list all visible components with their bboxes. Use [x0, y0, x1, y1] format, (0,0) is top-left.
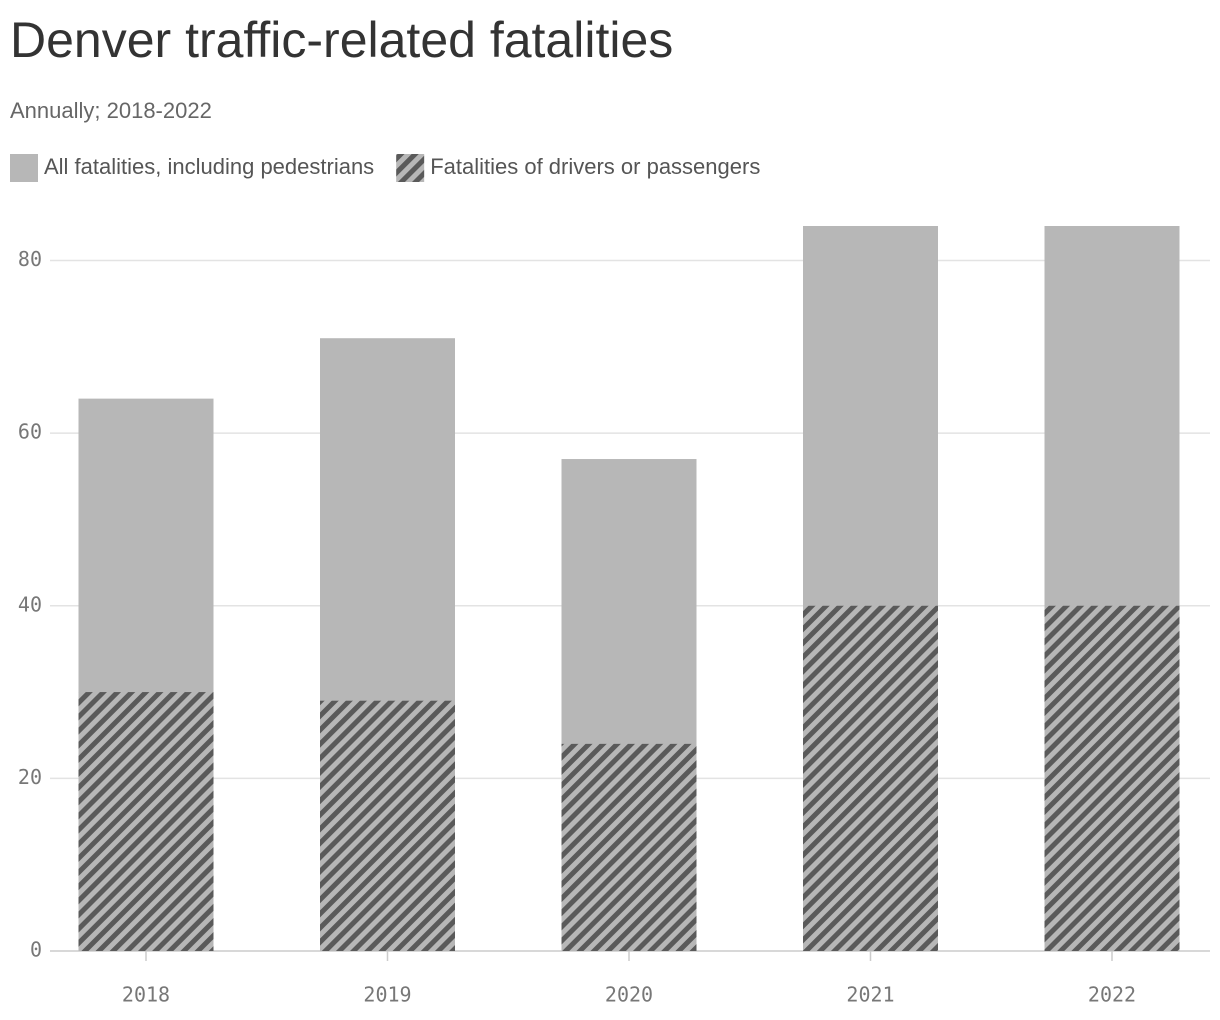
x-tick-label: 2021: [846, 983, 894, 1007]
x-tick-label: 2020: [605, 983, 653, 1007]
legend-label: Fatalities of drivers or passengers: [430, 154, 760, 179]
legend-swatch: [396, 154, 425, 182]
y-tick-label: 20: [18, 765, 42, 789]
bar: [561, 743, 697, 951]
y-tick-label: 40: [18, 592, 42, 616]
y-tick-label: 80: [18, 247, 42, 271]
y-tick-label: 60: [18, 420, 42, 444]
chart-subtitle: Annually; 2018-2022: [10, 98, 212, 123]
legend-swatch: [10, 154, 38, 182]
bar: [1044, 605, 1180, 951]
x-tick-label: 2022: [1088, 983, 1136, 1007]
y-tick-label: 0: [30, 938, 42, 962]
legend-label: All fatalities, including pedestrians: [44, 154, 374, 179]
x-tick-label: 2019: [363, 983, 411, 1007]
bar: [320, 700, 455, 951]
bar: [78, 692, 214, 951]
x-tick-label: 2018: [122, 983, 170, 1007]
chart-title: Denver traffic-related fatalities: [10, 12, 673, 68]
bar: [803, 605, 938, 951]
